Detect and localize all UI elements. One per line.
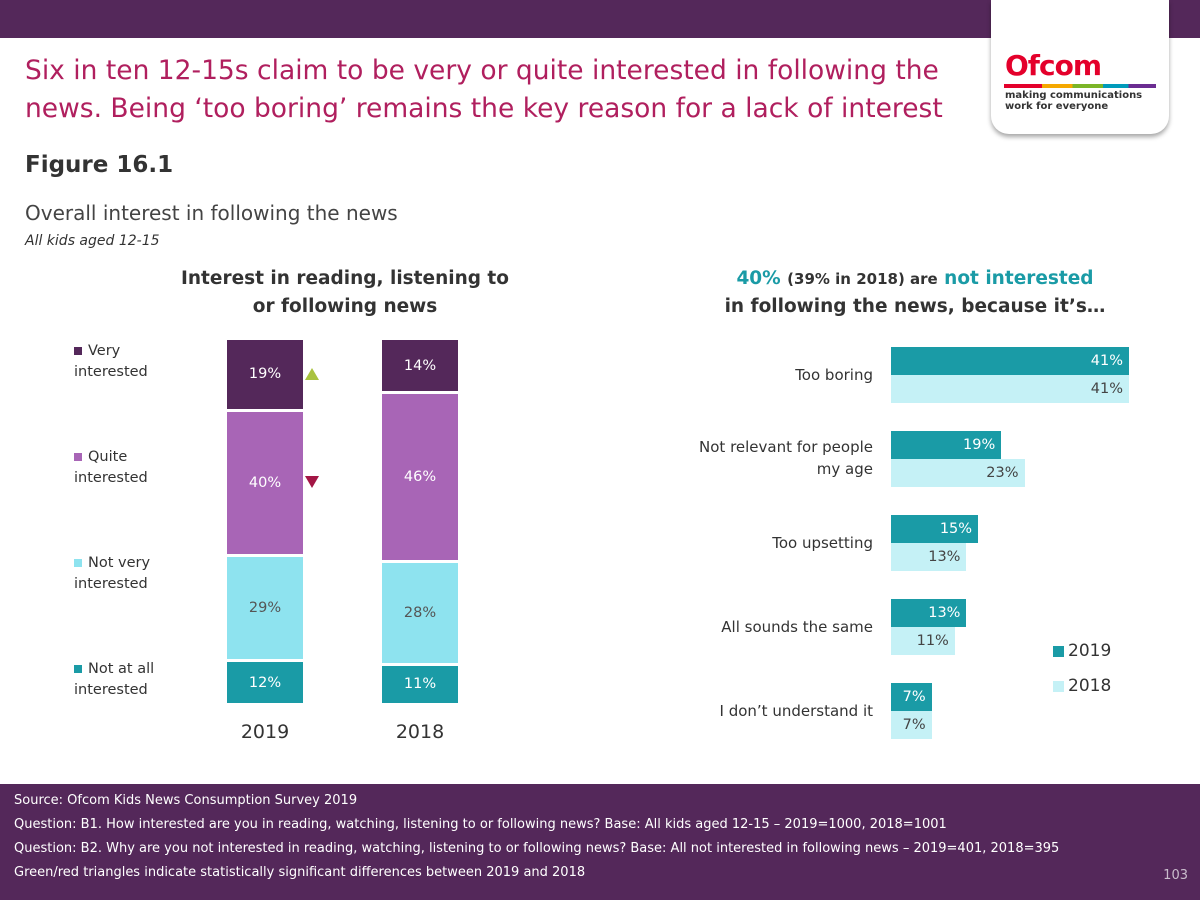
legend-label: 2018 [1068,676,1112,696]
legend-quite-interested: Quite interested [74,447,184,489]
significant-increase-triangle [305,368,319,381]
legend-label: Quite interested [74,449,148,486]
title-highlight-phrase: not interested [944,268,1094,289]
legend-swatch [1053,680,1064,692]
bar-segment: 19% [227,340,303,409]
category-label: Too boring [795,366,873,384]
title-comparison: (39% in 2018) are [787,270,938,288]
category-label: I don’t understand it [719,702,873,720]
bar-segment: 40% [227,411,303,555]
bar-2018: 11% [891,627,955,655]
title-continuation: in following the news, because it’s… [724,296,1106,317]
logo-tagline: making communications work for everyone [1005,90,1143,112]
bar-segment: 12% [227,662,303,703]
legend-label: 2019 [1068,641,1112,661]
footer-significance-note: Green/red triangles indicate statistical… [14,865,586,880]
bar-segment: 28% [382,563,458,663]
bar-segment: 11% [382,665,458,703]
bar-2019: 19% [891,431,1002,459]
legend-2018: 2018 [1053,676,1111,696]
bar-2019: 41% [891,347,1129,375]
bar-2018: 23% [891,459,1025,487]
figure-subtitle: Overall interest in following the news [25,201,398,225]
x-tick-label: 2019 [240,721,290,743]
legend-2019: 2019 [1053,641,1111,661]
bar-2019: 15% [891,515,979,543]
logo-color-stripe [1004,84,1156,88]
bar-segment: 29% [227,557,303,660]
bar-2018: 41% [891,375,1129,403]
footer-source: Source: Ofcom Kids News Consumption Surv… [14,793,358,808]
page-number: 103 [1163,868,1188,883]
legend-not-at-all-interested: Not at all interested [74,659,184,701]
x-tick-label: 2018 [395,721,445,743]
reasons-chart-title: 40% (39% in 2018) are not interested in … [690,265,1140,321]
footer-question-b2: Question: B2. Why are you not interested… [14,841,1060,856]
stacked-chart-title: Interest in reading, listening to or fol… [181,268,509,317]
category-label: All sounds the same [721,618,873,636]
bar-2018: 7% [891,711,932,739]
page-title: Six in ten 12-15s claim to be very or qu… [25,55,943,124]
bar-segment: 46% [382,394,458,560]
legend-very-interested: Very interested [74,341,184,383]
legend-swatch [74,665,82,673]
legend-not-very-interested: Not very interested [74,553,184,595]
significant-decrease-triangle [305,475,319,488]
figure-number: Figure 16.1 [25,152,174,178]
legend-label: Very interested [74,343,148,380]
footer-question-b1: Question: B1. How interested are you in … [14,817,947,832]
legend-swatch [74,347,82,355]
ofcom-logo: Ofcom making communications work for eve… [991,0,1169,134]
bar-segment: 14% [382,340,458,392]
logo-wordmark: Ofcom [1005,49,1102,82]
footer: Source: Ofcom Kids News Consumption Surv… [0,784,1200,900]
category-label: Not relevant for people my age [699,438,873,478]
bar-2019: 7% [891,683,932,711]
bar-2019: 13% [891,599,967,627]
bar-2018: 13% [891,543,967,571]
category-label: Too upsetting [772,534,873,552]
legend-swatch [74,453,82,461]
legend-swatch [1053,645,1064,657]
legend-swatch [74,559,82,567]
legend-label: Not very interested [74,555,151,592]
title-highlight-percent: 40% [736,268,781,289]
base-description: All kids aged 12-15 [25,233,160,249]
legend-label: Not at all interested [74,661,155,698]
